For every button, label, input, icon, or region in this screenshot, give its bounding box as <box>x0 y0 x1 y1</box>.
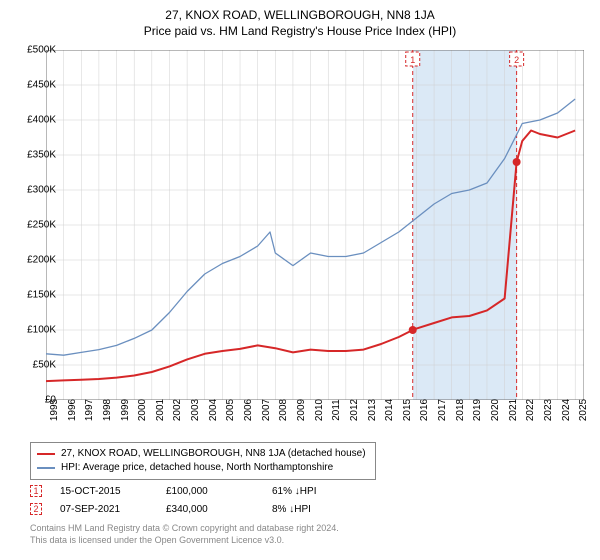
xtick-label: 2023 <box>543 399 554 421</box>
chart-container: 27, KNOX ROAD, WELLINGBOROUGH, NN8 1JA P… <box>0 0 600 560</box>
ytick-label: £150K <box>6 290 56 301</box>
sale-points-table: 1 15-OCT-2015 £100,000 61%HPI 2 07-SEP-2021 £3… <box>30 482 350 518</box>
sale-date: 15-OCT-2015 <box>60 486 138 497</box>
xtick-label: 2012 <box>349 399 360 421</box>
xtick-label: 2019 <box>472 399 483 421</box>
sale-price: £100,000 <box>166 486 244 497</box>
xtick-label: 2013 <box>367 399 378 421</box>
xtick-label: 2022 <box>525 399 536 421</box>
xtick-label: 2004 <box>208 399 219 421</box>
legend-item: 27, KNOX ROAD, WELLINGBOROUGH, NN8 1JA (… <box>37 447 369 461</box>
legend-label: 27, KNOX ROAD, WELLINGBOROUGH, NN8 1JA (… <box>61 447 366 461</box>
xtick-label: 2014 <box>384 399 395 421</box>
ytick-label: £100K <box>6 325 56 336</box>
ytick-label: £250K <box>6 220 56 231</box>
ytick-label: £300K <box>6 185 56 196</box>
xtick-label: 1997 <box>84 399 95 421</box>
xtick-label: 2007 <box>261 399 272 421</box>
xtick-label: 2020 <box>490 399 501 421</box>
footer-attribution: Contains HM Land Registry data © Crown c… <box>30 522 339 546</box>
xtick-label: 2015 <box>402 399 413 421</box>
chart-title: 27, KNOX ROAD, WELLINGBOROUGH, NN8 1JA <box>0 0 600 22</box>
sale-pct: 8%HPI <box>272 504 350 515</box>
footer-line2: This data is licensed under the Open Gov… <box>30 534 339 546</box>
chart-subtitle: Price paid vs. HM Land Registry's House … <box>0 22 600 38</box>
ytick-label: £500K <box>6 45 56 56</box>
xtick-label: 1998 <box>102 399 113 421</box>
xtick-label: 2011 <box>331 399 342 421</box>
legend-swatch <box>37 467 55 468</box>
xtick-label: 2025 <box>578 399 589 421</box>
ytick-label: £350K <box>6 150 56 161</box>
xtick-label: 2008 <box>278 399 289 421</box>
xtick-label: 1996 <box>67 399 78 421</box>
xtick-label: 2001 <box>155 399 166 421</box>
xtick-label: 2017 <box>437 399 448 421</box>
xtick-label: 2016 <box>419 399 430 421</box>
svg-text:1: 1 <box>410 55 415 65</box>
legend-label: HPI: Average price, detached house, Nort… <box>61 461 333 475</box>
xtick-label: 2021 <box>508 399 519 421</box>
xtick-label: 2009 <box>296 399 307 421</box>
xtick-label: 2006 <box>243 399 254 421</box>
ytick-label: £50K <box>6 360 56 371</box>
sale-row: 2 07-SEP-2021 £340,000 8%HPI <box>30 500 350 518</box>
xtick-label: 2005 <box>225 399 236 421</box>
xtick-label: 1995 <box>49 399 60 421</box>
sale-row: 1 15-OCT-2015 £100,000 61%HPI <box>30 482 350 500</box>
xtick-label: 2024 <box>561 399 572 421</box>
xtick-label: 2002 <box>172 399 183 421</box>
xtick-label: 2003 <box>190 399 201 421</box>
xtick-label: 2018 <box>455 399 466 421</box>
xtick-label: 2000 <box>137 399 148 421</box>
svg-text:2: 2 <box>514 55 519 65</box>
sale-marker-icon: 1 <box>30 485 42 497</box>
ytick-label: £200K <box>6 255 56 266</box>
xtick-label: 1999 <box>120 399 131 421</box>
legend-item: HPI: Average price, detached house, Nort… <box>37 461 369 475</box>
sale-pct: 61%HPI <box>272 486 350 497</box>
xtick-label: 2010 <box>314 399 325 421</box>
chart-svg: 12 <box>46 50 584 400</box>
sale-price: £340,000 <box>166 504 244 515</box>
ytick-label: £450K <box>6 80 56 91</box>
ytick-label: £400K <box>6 115 56 126</box>
footer-line1: Contains HM Land Registry data © Crown c… <box>30 522 339 534</box>
sale-marker-icon: 2 <box>30 503 42 515</box>
legend-swatch <box>37 453 55 455</box>
chart-plot-area: 12 <box>46 50 584 400</box>
sale-date: 07-SEP-2021 <box>60 504 138 515</box>
legend: 27, KNOX ROAD, WELLINGBOROUGH, NN8 1JA (… <box>30 442 376 480</box>
